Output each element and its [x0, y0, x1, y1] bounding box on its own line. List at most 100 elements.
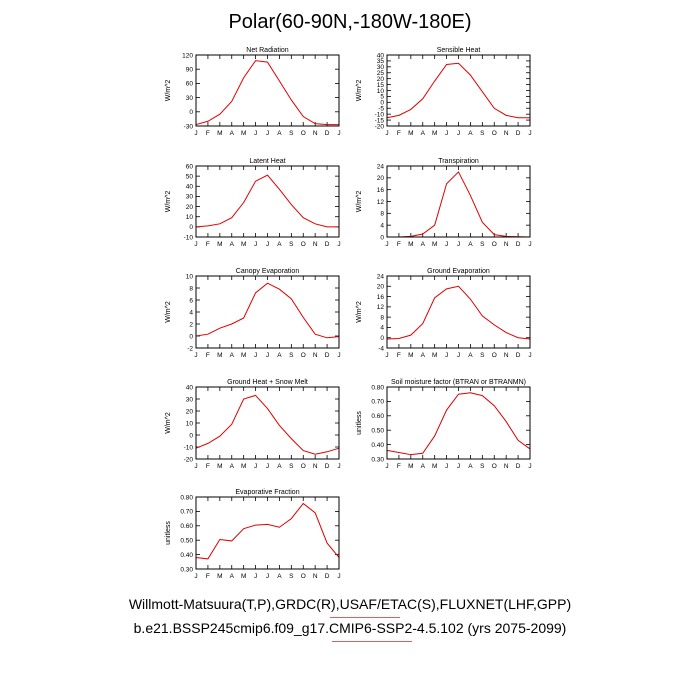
chart-panel: Sensible HeatW/m^2-20-15-10-505101520253… [356, 47, 532, 137]
x-tick-label: N [504, 463, 509, 470]
x-tick-label: J [194, 130, 197, 137]
x-tick-label: D [325, 241, 330, 248]
y-axis-label: W/m^2 [356, 191, 363, 213]
x-tick-label: M [217, 241, 222, 248]
y-tick-label: -20 [375, 123, 385, 130]
x-tick-label: D [325, 130, 330, 137]
x-tick-label: J [254, 130, 257, 137]
y-axis-label: unitless [356, 411, 363, 435]
caption-underline-mark [330, 617, 400, 618]
series-line [387, 171, 531, 238]
x-tick-label: N [504, 130, 509, 137]
x-tick-label: J [445, 130, 448, 137]
x-tick-label: A [421, 463, 426, 470]
y-tick-label: -30 [184, 123, 194, 130]
x-tick-label: J [385, 130, 388, 137]
x-tick-label: A [230, 463, 235, 470]
x-tick-label: M [432, 463, 437, 470]
y-tick-label: 6 [189, 297, 193, 304]
x-tick-label: A [468, 241, 473, 248]
x-tick-label: N [313, 130, 318, 137]
page-title: Polar(60-90N,-180W-180E) [228, 11, 472, 33]
x-tick-label: S [289, 352, 294, 359]
x-tick-label: J [445, 463, 448, 470]
x-tick-label: J [266, 573, 269, 580]
chart-title: Ground Heat + Snow Melt [227, 379, 308, 386]
x-tick-label: S [480, 463, 485, 470]
y-tick-label: 16 [377, 187, 385, 194]
x-tick-label: J [194, 573, 197, 580]
x-tick-label: A [277, 130, 282, 137]
x-tick-label: N [504, 352, 509, 359]
y-axis-label: W/m^2 [165, 412, 172, 434]
x-tick-label: A [468, 130, 473, 137]
x-tick-label: J [266, 352, 269, 359]
x-tick-label: J [385, 352, 388, 359]
x-tick-label: M [217, 130, 222, 137]
plot-frame [195, 386, 340, 460]
y-tick-label: 0.40 [371, 442, 384, 449]
x-tick-label: J [194, 352, 197, 359]
plot-frame [195, 54, 340, 127]
y-tick-label: 0.40 [180, 552, 193, 559]
x-tick-label: M [217, 573, 222, 580]
x-tick-label: M [408, 130, 413, 137]
x-tick-label: D [516, 463, 521, 470]
x-tick-label: J [457, 130, 460, 137]
plot-frame [195, 275, 340, 349]
x-tick-label: S [289, 130, 294, 137]
x-tick-label: F [206, 573, 210, 580]
x-tick-label: N [313, 573, 318, 580]
x-tick-label: M [241, 352, 246, 359]
y-axis-label: W/m^2 [165, 80, 172, 102]
x-tick-label: S [480, 241, 485, 248]
caption-underline-mark [332, 641, 412, 642]
y-tick-label: 60 [186, 81, 194, 88]
x-tick-label: S [480, 352, 485, 359]
x-tick-label: J [457, 463, 460, 470]
x-tick-label: J [457, 241, 460, 248]
y-tick-label: 20 [186, 408, 194, 415]
y-axis-label: W/m^2 [165, 301, 172, 323]
x-tick-label: M [432, 130, 437, 137]
x-tick-label: A [230, 130, 235, 137]
chart-title: Transpiration [438, 158, 479, 165]
y-tick-label: -10 [184, 444, 194, 451]
x-tick-label: O [301, 573, 306, 580]
y-tick-label: 2 [189, 321, 193, 328]
y-tick-label: 25 [377, 70, 385, 77]
y-tick-label: 30 [377, 64, 385, 71]
plot-frame [195, 496, 340, 570]
y-tick-label: 8 [189, 285, 193, 292]
x-tick-label: A [421, 241, 426, 248]
x-tick-label: F [206, 241, 210, 248]
x-tick-label: M [432, 352, 437, 359]
x-tick-label: D [516, 130, 521, 137]
x-tick-label: D [325, 573, 330, 580]
x-tick-label: N [313, 241, 318, 248]
x-tick-label: J [385, 463, 388, 470]
chart-title: Canopy Evaporation [236, 268, 300, 275]
y-tick-label: -20 [184, 456, 194, 463]
y-tick-label: 10 [186, 420, 194, 427]
y-tick-label: 40 [377, 52, 385, 59]
x-tick-label: M [217, 463, 222, 470]
y-tick-label: -4 [378, 345, 384, 352]
y-tick-label: 8 [380, 211, 384, 218]
y-tick-label: 40 [186, 384, 194, 391]
y-tick-label: 50 [186, 173, 194, 180]
chart-title: Latent Heat [249, 158, 285, 165]
x-tick-label: S [289, 463, 294, 470]
x-tick-label: A [421, 130, 426, 137]
y-tick-label: 0 [380, 100, 384, 107]
chart-panel: Ground Heat + Snow Melt W/m^2 -20 -10 0 10 20 3… [165, 379, 341, 470]
y-tick-label: -2 [187, 345, 193, 352]
series-line [386, 392, 531, 456]
x-tick-label: A [421, 352, 426, 359]
y-tick-label: 15 [377, 82, 385, 89]
y-tick-label: 0 [189, 333, 193, 340]
x-tick-label: M [217, 352, 222, 359]
x-tick-label: D [516, 352, 521, 359]
